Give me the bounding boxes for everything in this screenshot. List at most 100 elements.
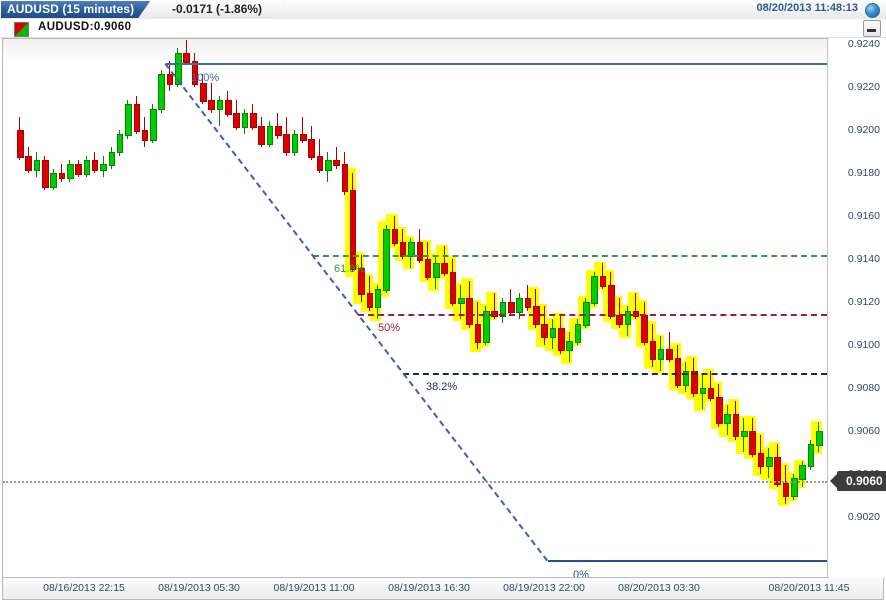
candle-body bbox=[782, 482, 790, 498]
candle-body bbox=[649, 340, 657, 360]
candle-wick bbox=[444, 246, 445, 277]
candle-body bbox=[183, 52, 191, 64]
candle-wick bbox=[710, 370, 711, 401]
candle-body bbox=[582, 302, 590, 326]
candle-body bbox=[275, 125, 282, 137]
candle-body bbox=[574, 323, 582, 343]
highlight-mark bbox=[436, 244, 448, 278]
candle-body bbox=[716, 396, 723, 425]
current-price-line bbox=[3, 481, 827, 483]
candle-wick bbox=[61, 164, 62, 182]
candle-body bbox=[674, 357, 682, 386]
candle-body bbox=[133, 104, 141, 132]
legend-label: AUDUSD:0.9060 bbox=[38, 21, 132, 33]
candle-body bbox=[466, 297, 474, 326]
candle-body bbox=[416, 241, 424, 261]
candle-body bbox=[524, 297, 532, 309]
fib-level-line bbox=[403, 373, 827, 375]
candle-body bbox=[283, 134, 290, 154]
candle-body bbox=[441, 263, 449, 274]
candle-wick bbox=[669, 332, 670, 363]
candle-body bbox=[266, 125, 274, 145]
candle-body bbox=[632, 310, 640, 317]
time-axis-tick: 08/20/2013 03:30 bbox=[618, 582, 700, 594]
candle-body bbox=[699, 388, 707, 395]
candle-body bbox=[17, 130, 24, 158]
time-axis-tick: 08/19/2013 22:00 bbox=[503, 582, 585, 594]
candle-body bbox=[166, 74, 174, 85]
minimize-button[interactable] bbox=[863, 20, 881, 37]
price-axis-tick: 0.9140 bbox=[847, 253, 880, 265]
fib-level-line bbox=[313, 255, 827, 257]
candle-body bbox=[116, 134, 124, 154]
price-axis-tick: 0.9200 bbox=[847, 124, 880, 136]
candle-wick bbox=[186, 39, 187, 66]
price-axis-tick: 0.9160 bbox=[847, 210, 880, 222]
price-axis-tick: 0.9120 bbox=[847, 296, 880, 308]
candle-body bbox=[666, 349, 673, 360]
candle-body bbox=[41, 160, 49, 188]
candle-body bbox=[483, 310, 490, 343]
candle-body bbox=[324, 160, 332, 171]
candle-body bbox=[208, 99, 215, 111]
candle-body bbox=[566, 340, 573, 352]
candle-body bbox=[250, 112, 257, 128]
candle-wick bbox=[211, 82, 212, 113]
window-tabbar: AUDUSD (15 minutes) -0.0171 (-1.86%) 08/… bbox=[0, 0, 886, 20]
chart-plot-area[interactable]: 100% 61.8% 50% 38.2% 0% bbox=[3, 39, 827, 577]
time-axis[interactable]: 08/16/2013 22:15 08/19/2013 05:30 08/19/20… bbox=[2, 578, 884, 600]
candle-body bbox=[391, 228, 399, 244]
candle-body bbox=[449, 271, 457, 304]
price-axis-tick: 0.9060 bbox=[847, 425, 880, 437]
highlight-mark bbox=[611, 296, 623, 330]
axis-separator bbox=[827, 39, 828, 577]
candle-body bbox=[599, 276, 607, 287]
candle-body bbox=[191, 61, 199, 85]
candle-body bbox=[233, 112, 240, 128]
candle-body bbox=[100, 164, 107, 171]
tab-change[interactable]: -0.0171 (-1.86%) bbox=[150, 1, 285, 18]
candle-bicolor-icon bbox=[14, 22, 29, 37]
candle-body bbox=[807, 443, 815, 468]
price-axis-tick: 0.9100 bbox=[847, 339, 880, 351]
candle-body bbox=[299, 134, 307, 141]
fib-level-label: 0% bbox=[573, 569, 589, 577]
candle-body bbox=[158, 74, 166, 111]
candle-body bbox=[316, 155, 324, 171]
candle-body bbox=[366, 293, 374, 309]
time-axis-tick: 08/19/2013 16:30 bbox=[388, 582, 470, 594]
time-axis-tick: 08/16/2013 22:15 bbox=[43, 582, 125, 594]
highlight-mark bbox=[702, 369, 714, 403]
candle-body bbox=[657, 349, 665, 360]
candle-body bbox=[66, 164, 74, 180]
price-axis[interactable]: 0.9240 0.9220 0.9200 0.9180 0.9160 0.9140 0.91… bbox=[829, 38, 886, 578]
candle-wick bbox=[336, 147, 337, 169]
plot-top-gradient bbox=[3, 39, 827, 65]
candle-body bbox=[433, 263, 440, 279]
candle-wick bbox=[219, 95, 220, 126]
candle-body bbox=[241, 112, 249, 128]
candle-body bbox=[458, 297, 465, 304]
candle-wick bbox=[510, 289, 511, 315]
candle-body bbox=[358, 267, 365, 296]
candle-body bbox=[741, 431, 748, 438]
tab-symbol[interactable]: AUDUSD (15 minutes) bbox=[1, 1, 150, 18]
candle-body bbox=[732, 413, 740, 438]
candle-body bbox=[308, 138, 315, 158]
candle-body bbox=[474, 323, 482, 343]
candle-body bbox=[774, 456, 781, 485]
time-axis-tick: 08/20/2013 11:45 bbox=[768, 582, 850, 594]
candle-body bbox=[541, 323, 548, 339]
candle-body bbox=[816, 431, 823, 446]
candle-body bbox=[424, 259, 432, 279]
fib-level-line bbox=[166, 63, 827, 65]
price-axis-tick: 0.9220 bbox=[847, 81, 880, 93]
fib-level-label: 38.2% bbox=[426, 381, 458, 393]
candle-wick bbox=[319, 138, 320, 173]
candle-body bbox=[333, 160, 340, 167]
candle-body bbox=[216, 99, 224, 111]
help-orb-icon[interactable] bbox=[865, 3, 880, 18]
candle-body bbox=[799, 465, 806, 481]
highlight-mark bbox=[486, 292, 498, 321]
